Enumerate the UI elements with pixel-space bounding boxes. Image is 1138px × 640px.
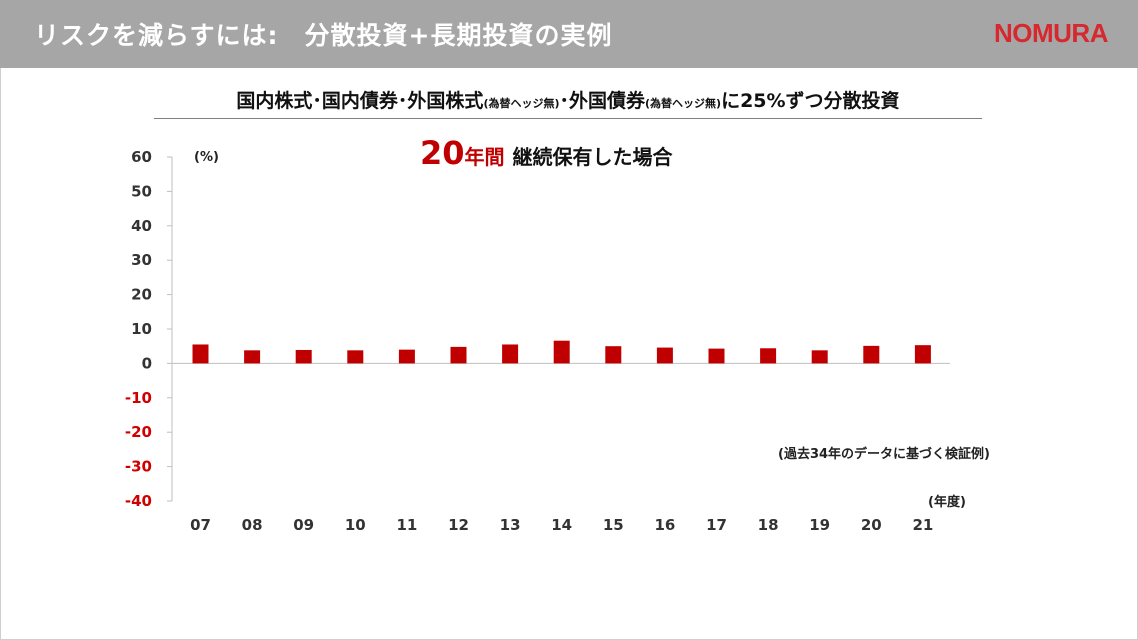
bar-17: [708, 348, 725, 364]
x-tick-label: 15: [603, 516, 624, 534]
bar-14: [553, 340, 570, 364]
x-tick-label: 08: [242, 516, 263, 534]
header-bar: リスクを減らすには: 分散投資+長期投資の実例 NOMURA: [0, 0, 1138, 68]
bar-12: [450, 346, 467, 364]
bar-15: [605, 346, 622, 364]
y-tick-label: 40: [131, 217, 152, 235]
y-tick-label: 0: [142, 354, 152, 372]
x-tick-label: 14: [551, 516, 572, 534]
bar-16: [656, 347, 673, 364]
period-unit: 年間: [464, 145, 505, 169]
y-tick-label: -20: [125, 423, 152, 441]
subtitle-hedge1: (為替ヘッジ無): [483, 97, 560, 110]
x-tick-label: 17: [706, 516, 727, 534]
subtitle-part3: に25%ずつ分散投資: [721, 90, 900, 112]
x-tick-label: 16: [654, 516, 675, 534]
x-axis-labels: 07 08 09 10 11 12 13 14 15 16 17 18 19 20 21: [190, 516, 933, 534]
y-tick-label: 10: [131, 320, 152, 338]
bar-13: [502, 344, 519, 364]
bar-08: [244, 350, 261, 364]
bars: [192, 340, 931, 364]
x-tick-label: 07: [190, 516, 211, 534]
bar-18: [760, 348, 777, 364]
bar-10: [347, 350, 364, 364]
brand-logo: NOMURA: [994, 18, 1109, 48]
y-tick-label: 30: [131, 251, 152, 269]
x-tick-label: 11: [396, 516, 417, 534]
y-tick-label: 20: [131, 286, 152, 304]
y-tick-label: -10: [125, 389, 152, 407]
x-tick-label: 10: [345, 516, 366, 534]
bar-20: [863, 345, 880, 364]
y-tick-label: 50: [131, 182, 152, 200]
bar-07: [192, 344, 209, 364]
x-tick-label: 21: [912, 516, 933, 534]
subtitle-part1: 国内株式･国内債券･外国株式: [236, 90, 484, 112]
bar-21: [914, 345, 931, 364]
x-tick-label: 09: [293, 516, 314, 534]
bar-11: [398, 349, 415, 364]
bar-09: [295, 349, 312, 364]
subtitle-hedge2: (為替ヘッジ無): [645, 97, 722, 110]
x-tick-label: 20: [861, 516, 882, 534]
y-axis: 60 50 40 30 20 10 0 -10 -20 -30 -40: [125, 148, 950, 510]
x-tick-label: 13: [500, 516, 521, 534]
bar-19: [811, 350, 828, 364]
x-tick-label: 19: [809, 516, 830, 534]
y-tick-label: 60: [131, 148, 152, 166]
x-tick-label: 12: [448, 516, 469, 534]
period-rest: 継続保有した場合: [512, 145, 673, 169]
x-axis-unit: (年度): [928, 495, 966, 510]
chart-subtitle: 国内株式･国内債券･外国株式(為替ヘッジ無)･外国債券(為替ヘッジ無)に25%ず…: [154, 86, 982, 119]
chart-annotation: (過去34年のデータに基づく検証例): [778, 447, 990, 462]
period-number: 20: [420, 134, 465, 172]
subtitle-part2: ･外国債券: [559, 90, 646, 112]
holding-period-label: 20年間 継続保有した場合: [420, 134, 673, 172]
y-tick-label: -40: [125, 492, 152, 510]
y-tick-label: -30: [125, 458, 152, 476]
slide-title: リスクを減らすには: 分散投資+長期投資の実例: [34, 21, 613, 50]
x-tick-label: 18: [758, 516, 779, 534]
y-axis-unit: (%): [194, 150, 219, 165]
